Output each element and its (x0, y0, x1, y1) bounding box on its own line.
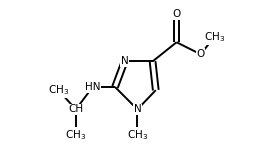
Text: CH: CH (68, 104, 83, 114)
Text: N: N (133, 104, 141, 114)
Text: O: O (172, 9, 181, 19)
Text: HN: HN (85, 82, 100, 92)
Text: CH$_3$: CH$_3$ (127, 128, 148, 142)
Text: CH$_3$: CH$_3$ (203, 30, 225, 44)
Text: CH$_3$: CH$_3$ (65, 128, 86, 142)
Text: CH$_3$: CH$_3$ (48, 83, 69, 97)
Text: O: O (196, 49, 205, 59)
Text: N: N (121, 56, 128, 66)
